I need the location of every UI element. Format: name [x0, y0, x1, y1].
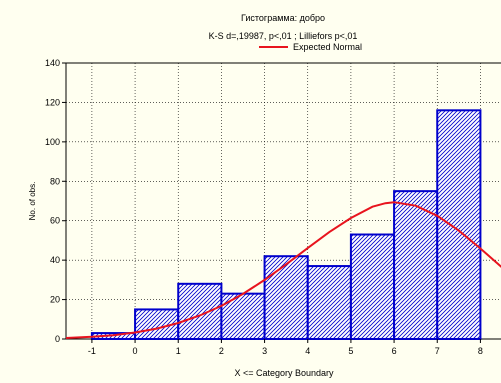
histogram-bar: [349, 233, 396, 340]
x-tick-label: 6: [392, 346, 397, 356]
histogram-bar: [220, 292, 266, 340]
legend-label-expected-normal: Expected Normal: [293, 42, 362, 52]
chart-subtitle: K-S d=,19987, p<,01 ; Lilliefors p<,01: [209, 31, 358, 41]
histogram-bar: [177, 282, 223, 340]
x-tick-label: 1: [176, 346, 181, 356]
chart-title: Гистограмма: добро: [241, 13, 325, 23]
y-tick-label: 40: [50, 255, 60, 265]
x-tick-label: 2: [219, 346, 224, 356]
y-tick-label: 0: [55, 334, 60, 344]
x-tick-label: -1: [88, 346, 96, 356]
y-tick-label: 120: [45, 97, 60, 107]
expected-normal-line: [66, 201, 501, 339]
x-axis-label: X <= Category Boundary: [234, 368, 334, 378]
y-axis-label: No. of obs.: [28, 182, 37, 221]
x-axis-ticks: -1 0 1 2 3 4 5 6 7 8: [88, 339, 483, 356]
y-tick-label: 60: [50, 216, 60, 226]
histogram-bar: [436, 109, 482, 340]
x-tick-label: 0: [133, 346, 138, 356]
expected-normal-curve: [66, 201, 501, 339]
histogram-bars: [90, 109, 482, 341]
y-tick-label: 80: [50, 176, 60, 186]
x-tick-label: 8: [478, 346, 483, 356]
histogram-bar: [393, 190, 439, 340]
chart-legend: Expected Normal: [259, 42, 362, 52]
x-tick-label: 5: [348, 346, 353, 356]
y-tick-label: 20: [50, 295, 60, 305]
y-tick-label: 140: [45, 58, 60, 68]
x-tick-label: 4: [305, 346, 310, 356]
x-tick-label: 7: [435, 346, 440, 356]
histogram-bar: [263, 255, 309, 341]
x-tick-label: 3: [262, 346, 267, 356]
y-tick-label: 100: [45, 137, 60, 147]
histogram-bar: [306, 265, 352, 340]
y-axis-ticks: 0 20 40 60 80 100 120 140: [45, 58, 66, 344]
